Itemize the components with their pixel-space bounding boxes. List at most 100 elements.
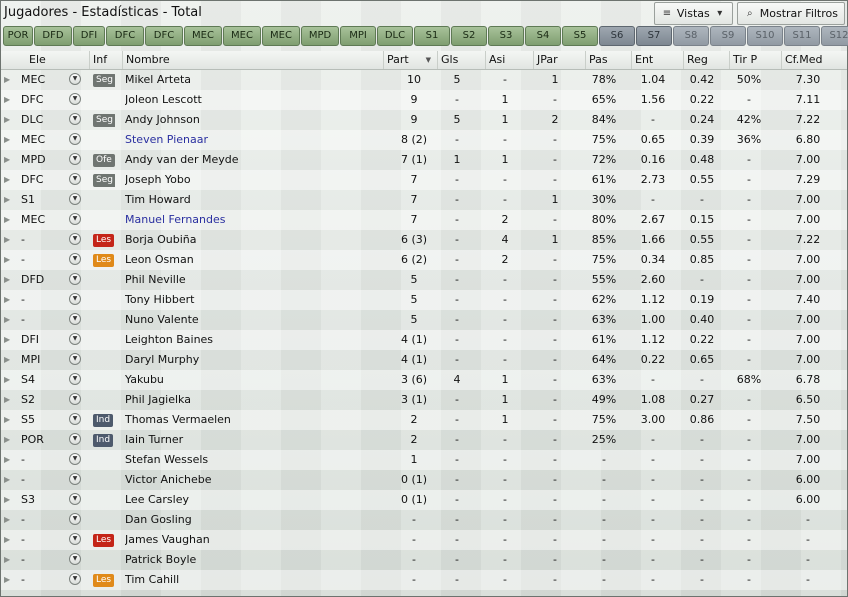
position-toggle[interactable]: S3 <box>488 26 524 46</box>
row-options-button[interactable]: ▼ <box>63 110 87 130</box>
position-toggle[interactable]: S9 <box>710 26 746 46</box>
table-row[interactable]: ▶ MEC ▼ Manuel Fernandes 7 - 2 - 80% 2.67 0.15 - 7.0… <box>1 210 847 230</box>
row-options-button[interactable]: ▼ <box>63 530 87 550</box>
column-header-gls[interactable]: Gls <box>437 51 483 69</box>
position-toggle[interactable]: S6 <box>599 26 635 46</box>
position-toggle[interactable]: S2 <box>451 26 487 46</box>
table-row[interactable]: ▶ POR ▼ Ind Iain Turner 2 - - - 25% - - - 7.00 <box>1 430 847 450</box>
player-name[interactable]: Andy van der Meyde <box>125 153 239 166</box>
position-toggle[interactable]: POR <box>3 26 33 46</box>
position-toggle[interactable]: MEC <box>223 26 261 46</box>
row-expand-icon[interactable]: ▶ <box>4 155 11 164</box>
table-row[interactable]: ▶ - ▼ Les Leon Osman 6 (2) - 2 - 75% 0.34 0.85 - 7.00 <box>1 250 847 270</box>
row-options-button[interactable]: ▼ <box>63 130 87 150</box>
row-options-button[interactable]: ▼ <box>63 410 87 430</box>
row-options-button[interactable]: ▼ <box>63 90 87 110</box>
column-header-inf[interactable]: Inf <box>89 51 123 69</box>
table-row[interactable]: ▶ - ▼ Les Tim Cahill - - - - - - - - - <box>1 570 847 590</box>
table-row[interactable]: ▶ S3 ▼ Lee Carsley 0 (1) - - - - - - - 6.00 <box>1 490 847 510</box>
position-toggle[interactable]: S12 <box>821 26 848 46</box>
row-expand-icon[interactable]: ▶ <box>4 335 11 344</box>
position-toggle[interactable]: S11 <box>784 26 820 46</box>
table-row[interactable]: ▶ DFI ▼ Leighton Baines 4 (1) - - - 61% 1.12 0.22 -… <box>1 330 847 350</box>
row-options-button[interactable]: ▼ <box>63 310 87 330</box>
position-toggle[interactable]: S10 <box>747 26 783 46</box>
position-toggle[interactable]: S1 <box>414 26 450 46</box>
position-toggle[interactable]: DFC <box>106 26 144 46</box>
player-name[interactable]: Yakubu <box>125 373 164 386</box>
player-name[interactable]: Daryl Murphy <box>125 353 200 366</box>
table-row[interactable]: ▶ MPD ▼ Ofe Andy van der Meyde 7 (1) 1 1 - 72% 0.1… <box>1 150 847 170</box>
row-options-button[interactable]: ▼ <box>63 290 87 310</box>
row-options-button[interactable]: ▼ <box>63 430 87 450</box>
row-options-button[interactable]: ▼ <box>63 150 87 170</box>
column-header-cf[interactable]: Cf.Med <box>781 51 845 69</box>
row-expand-icon[interactable]: ▶ <box>4 235 11 244</box>
table-row[interactable]: ▶ MPI ▼ Daryl Murphy 4 (1) - - - 64% 0.22 0.65 - 7.0… <box>1 350 847 370</box>
table-row[interactable]: ▶ S5 ▼ Ind Thomas Vermaelen 2 - 1 - 75% 3.00 0.86 - 7… <box>1 410 847 430</box>
position-toggle[interactable]: MPD <box>301 26 339 46</box>
row-expand-icon[interactable]: ▶ <box>4 215 11 224</box>
position-toggle[interactable]: S5 <box>562 26 598 46</box>
player-name[interactable]: Andy Johnson <box>125 113 200 126</box>
player-name[interactable]: Leighton Baines <box>125 333 214 346</box>
row-options-button[interactable]: ▼ <box>63 490 87 510</box>
column-header-reg[interactable]: Reg <box>683 51 725 69</box>
table-row[interactable]: ▶ S2 ▼ Phil Jagielka 3 (1) - 1 - 49% 1.08 0.27 - 6.5… <box>1 390 847 410</box>
row-options-button[interactable]: ▼ <box>63 170 87 190</box>
position-toggle[interactable]: DFC <box>145 26 183 46</box>
table-row[interactable]: ▶ S4 ▼ Yakubu 3 (6) 4 1 - 63% - - 68% 6.78 <box>1 370 847 390</box>
table-row[interactable]: ▶ - ▼ Les Borja Oubiña 6 (3) - 4 1 85% 1.66 0.55 - 7.… <box>1 230 847 250</box>
player-name[interactable]: Iain Turner <box>125 433 184 446</box>
table-row[interactable]: ▶ DFC ▼ Joleon Lescott 9 - 1 - 65% 1.56 0.22 - 7.11 <box>1 90 847 110</box>
row-options-button[interactable]: ▼ <box>63 330 87 350</box>
show-filters-button[interactable]: ⌕ Mostrar Filtros <box>736 2 845 25</box>
table-row[interactable]: ▶ - ▼ Stefan Wessels 1 - - - - - - - 7.00 <box>1 450 847 470</box>
player-name[interactable]: Patrick Boyle <box>125 553 197 566</box>
column-header-asi[interactable]: Asi <box>485 51 529 69</box>
table-row[interactable]: ▶ - ▼ Victor Anichebe 0 (1) - - - - - - - 6.00 <box>1 470 847 490</box>
player-name[interactable]: Joseph Yobo <box>125 173 191 186</box>
table-row[interactable]: ▶ MEC ▼ Seg Mikel Arteta 10 5 - 1 78% 1.04 0.42 50% 7… <box>1 70 847 90</box>
player-name[interactable]: Nuno Valente <box>125 313 199 326</box>
row-options-button[interactable]: ▼ <box>63 270 87 290</box>
player-name[interactable]: Lee Carsley <box>125 493 189 506</box>
table-row[interactable]: ▶ DLC ▼ Seg Andy Johnson 9 5 1 2 84% - 0.24 42% 7.22 <box>1 110 847 130</box>
row-expand-icon[interactable]: ▶ <box>4 175 11 184</box>
row-expand-icon[interactable]: ▶ <box>4 515 11 524</box>
row-options-button[interactable]: ▼ <box>63 570 87 590</box>
player-name[interactable]: Stefan Wessels <box>125 453 209 466</box>
row-expand-icon[interactable]: ▶ <box>4 435 11 444</box>
row-expand-icon[interactable]: ▶ <box>4 115 11 124</box>
position-toggle[interactable]: DFI <box>73 26 105 46</box>
row-options-button[interactable]: ▼ <box>63 210 87 230</box>
table-row[interactable]: ▶ - ▼ Tony Hibbert 5 - - - 62% 1.12 0.19 - 7.40 <box>1 290 847 310</box>
row-options-button[interactable]: ▼ <box>63 370 87 390</box>
column-header-jpar[interactable]: JPar <box>533 51 581 69</box>
player-name[interactable]: Manuel Fernandes <box>125 213 226 226</box>
row-expand-icon[interactable]: ▶ <box>4 95 11 104</box>
position-toggle[interactable]: S7 <box>636 26 672 46</box>
column-header-name[interactable]: Nombre <box>122 51 382 69</box>
table-row[interactable]: ▶ S1 ▼ Tim Howard 7 - - 1 30% - - - 7.00 <box>1 190 847 210</box>
column-header-tir[interactable]: Tir P <box>729 51 773 69</box>
table-row[interactable]: ▶ - ▼ Patrick Boyle - - - - - - - - - <box>1 550 847 570</box>
column-header-ele[interactable]: Ele <box>29 53 46 66</box>
position-toggle[interactable]: MEC <box>184 26 222 46</box>
row-expand-icon[interactable]: ▶ <box>4 535 11 544</box>
position-toggle[interactable]: S8 <box>673 26 709 46</box>
table-row[interactable]: ▶ - ▼ Les James Vaughan - - - - - - - - - <box>1 530 847 550</box>
views-button[interactable]: ≡ Vistas ▾ <box>653 2 733 25</box>
player-name[interactable]: Tim Howard <box>125 193 191 206</box>
row-expand-icon[interactable]: ▶ <box>4 555 11 564</box>
player-name[interactable]: Joleon Lescott <box>125 93 202 106</box>
player-name[interactable]: Borja Oubiña <box>125 233 197 246</box>
table-row[interactable]: ▶ DFD ▼ Phil Neville 5 - - - 55% 2.60 - - 7.00 <box>1 270 847 290</box>
row-options-button[interactable]: ▼ <box>63 350 87 370</box>
row-expand-icon[interactable]: ▶ <box>4 455 11 464</box>
row-expand-icon[interactable]: ▶ <box>4 475 11 484</box>
row-expand-icon[interactable]: ▶ <box>4 375 11 384</box>
player-name[interactable]: Tim Cahill <box>125 573 180 586</box>
row-expand-icon[interactable]: ▶ <box>4 255 11 264</box>
position-toggle[interactable]: DFD <box>34 26 72 46</box>
